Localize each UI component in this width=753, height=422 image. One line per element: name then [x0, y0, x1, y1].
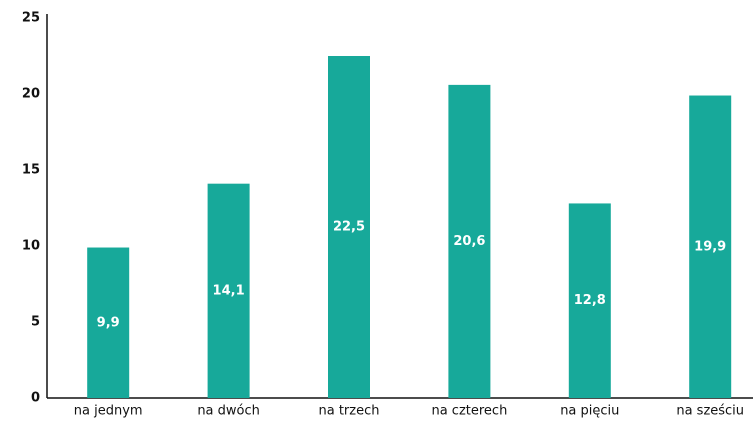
bar [87, 247, 130, 398]
y-tick-label: 25 [22, 11, 40, 26]
value-label: 14,1 [213, 283, 245, 298]
bar [689, 95, 732, 399]
y-tick-label: 15 [22, 163, 40, 178]
x-tick-label: na pięciu [560, 404, 619, 419]
value-label: 9,9 [97, 315, 120, 330]
y-tick-label: 20 [22, 87, 40, 102]
bar [448, 84, 491, 398]
bar [568, 203, 611, 398]
x-tick-label: na trzech [319, 404, 380, 419]
y-tick-label: 5 [31, 315, 40, 330]
x-tick-label: na dwóch [197, 404, 260, 419]
y-tick-label: 0 [31, 391, 40, 406]
x-tick-label: na czterech [431, 404, 507, 419]
value-label: 22,5 [333, 220, 365, 235]
value-label: 19,9 [694, 239, 726, 254]
bar [207, 183, 250, 398]
y-tick-label: 10 [22, 239, 40, 254]
x-tick-label: na jednym [74, 404, 143, 419]
x-tick-label: na sześciu [676, 404, 744, 419]
value-label: 20,6 [453, 234, 485, 249]
bar [328, 56, 370, 398]
value-label: 12,8 [574, 293, 606, 308]
